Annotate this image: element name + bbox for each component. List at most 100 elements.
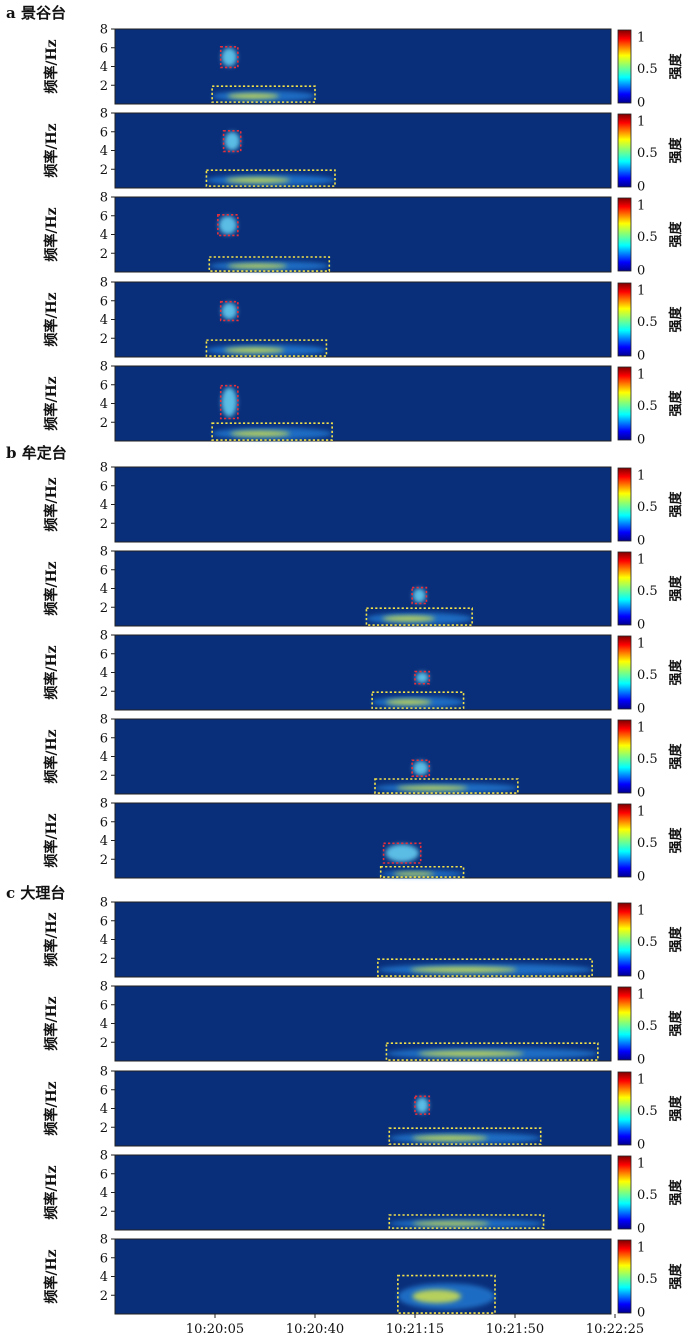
panel-8-ytick-label: 6 xyxy=(100,647,108,662)
panel-2-colorbar-tick: 0.5 xyxy=(637,146,658,161)
panel-12-colorbar xyxy=(617,986,632,1061)
panel-5-colorbar xyxy=(617,366,632,441)
panel-3-energy-peak xyxy=(227,263,288,269)
xtick-label: 10:20:40 xyxy=(286,1322,344,1337)
panel-2-plot xyxy=(114,112,612,189)
panel-14-colorbar-tick: 0.5 xyxy=(637,1188,658,1203)
panel-15-ytick-label: 4 xyxy=(100,1270,108,1285)
panel-3-yellow-box xyxy=(208,256,331,272)
panel-15-colorbar xyxy=(617,1239,632,1314)
panel-5-colorbar-tick: 0.5 xyxy=(637,399,658,414)
panel-7-plot xyxy=(114,550,612,627)
panel-14-colorbar-label: 强度 xyxy=(668,1179,684,1206)
panel-2-colorbar-label: 强度 xyxy=(668,137,684,164)
panel-6-ytick-label: 2 xyxy=(100,517,108,532)
panel-8-energy-peak xyxy=(385,699,432,706)
panel-11-colorbar-label: 强度 xyxy=(668,926,684,953)
panel-7-ytick-label: 2 xyxy=(100,601,108,616)
panel-3-colorbar-tick: 0.5 xyxy=(637,230,658,245)
panel-13-red-box xyxy=(414,1095,431,1115)
panel-10-energy-spot xyxy=(385,844,419,863)
panel-8-colorbar-label: 强度 xyxy=(668,659,684,686)
panel-2-yellow-box xyxy=(205,169,336,187)
panel-13-colorbar-tick: 0 xyxy=(637,1138,645,1153)
panel-5-ytick-label: 4 xyxy=(100,397,108,412)
panel-5-colorbar-tick: 0 xyxy=(637,433,645,448)
xtick-label: 10:21:50 xyxy=(486,1322,544,1337)
panel-15-ytick-label: 6 xyxy=(100,1251,108,1266)
panel-12-ytick-label: 8 xyxy=(100,980,108,995)
panel-5-ytick-label: 2 xyxy=(100,416,108,431)
xtick-label: 10:22:25 xyxy=(586,1322,644,1337)
panel-3-ytick-label: 2 xyxy=(100,247,108,262)
panel-2-colorbar-tick: 1 xyxy=(637,115,645,130)
panel-1-ytick-label: 6 xyxy=(100,41,108,56)
panel-3-ytick-label: 6 xyxy=(100,209,108,224)
panel-2-ytick-label: 8 xyxy=(100,107,108,122)
panel-7-colorbar xyxy=(617,551,632,626)
panel-3-ytick-label: 8 xyxy=(100,191,108,206)
panel-13-plot xyxy=(114,1070,612,1147)
panel-4-plot xyxy=(114,281,612,358)
panel-11-colorbar-tick: 1 xyxy=(637,904,645,919)
panel-11-ytick-label: 6 xyxy=(100,914,108,929)
panel-7-ylabel: 频率/Hz xyxy=(43,561,60,615)
panel-10-ytick-label: 2 xyxy=(100,853,108,868)
panel-2-ylabel: 频率/Hz xyxy=(43,123,60,177)
panel-13-colorbar-tick: 0.5 xyxy=(637,1104,658,1119)
panel-1-ylabel: 频率/Hz xyxy=(43,39,60,93)
panel-5-plot xyxy=(114,365,612,442)
panel-13-colorbar xyxy=(617,1071,632,1146)
panel-7-colorbar-tick: 1 xyxy=(637,553,645,568)
panel-15-ytick-label: 2 xyxy=(100,1289,108,1304)
panel-7-colorbar-tick: 0.5 xyxy=(637,584,658,599)
panel-10-energy-peak xyxy=(393,871,435,876)
panel-8-ytick-label: 4 xyxy=(100,666,108,681)
panel-3-colorbar-label: 强度 xyxy=(668,221,684,248)
panel-1-ytick-label: 4 xyxy=(100,60,108,75)
panel-4-colorbar-tick: 0.5 xyxy=(637,315,658,330)
panel-4-colorbar-tick: 0 xyxy=(637,349,645,364)
panel-7-ytick-label: 8 xyxy=(100,545,108,560)
panel-15-ytick-label: 8 xyxy=(100,1233,108,1248)
panel-13-colorbar-label: 强度 xyxy=(668,1095,684,1122)
panel-13-ytick-label: 6 xyxy=(100,1083,108,1098)
panel-12-ytick-label: 6 xyxy=(100,998,108,1013)
panel-2-ytick-label: 6 xyxy=(100,125,108,140)
panel-5-ytick-label: 8 xyxy=(100,360,108,375)
panel-10-red-box xyxy=(382,842,422,864)
panel-11-colorbar xyxy=(617,902,632,977)
panel-1-red-box xyxy=(219,46,239,69)
panel-14-energy-peak xyxy=(412,1221,490,1226)
panel-7-colorbar-tick: 0 xyxy=(637,618,645,633)
panel-5-energy-peak xyxy=(230,430,291,437)
panel-15-plot xyxy=(114,1238,612,1315)
panel-10-plot xyxy=(114,802,612,879)
panel-1-colorbar-label: 强度 xyxy=(668,53,684,80)
panel-6-ytick-label: 8 xyxy=(100,461,108,476)
panel-13-ytick-label: 4 xyxy=(100,1102,108,1117)
panel-6-ytick-label: 4 xyxy=(100,498,108,513)
panel-5-energy-spot xyxy=(221,387,237,417)
panel-1-energy-spot xyxy=(221,47,237,67)
panel-6-colorbar-tick: 0 xyxy=(637,534,645,549)
panel-11-ytick-label: 8 xyxy=(100,896,108,911)
panel-6-colorbar-tick: 1 xyxy=(637,469,645,484)
panel-11-yellow-box xyxy=(377,958,593,977)
panel-9-plot xyxy=(114,718,612,795)
panel-14-ylabel: 频率/Hz xyxy=(43,1165,60,1219)
panel-5-yellow-box xyxy=(211,422,333,441)
panel-14-ytick-label: 8 xyxy=(100,1149,108,1164)
panel-12-colorbar-tick: 0.5 xyxy=(637,1019,658,1034)
panel-15-colorbar-tick: 0.5 xyxy=(637,1272,658,1287)
panel-8-energy-spot xyxy=(415,672,429,684)
panel-9-red-box xyxy=(411,759,431,777)
panel-13-ytick-label: 2 xyxy=(100,1121,108,1136)
panel-4-colorbar xyxy=(617,282,632,357)
panel-3-plot xyxy=(114,196,612,273)
panel-11-colorbar-tick: 0.5 xyxy=(637,935,658,950)
xtick-label: 10:20:05 xyxy=(186,1322,244,1337)
panel-5-red-box xyxy=(219,384,239,420)
panel-7-energy-peak xyxy=(382,615,436,622)
panel-10-ytick-label: 8 xyxy=(100,797,108,812)
